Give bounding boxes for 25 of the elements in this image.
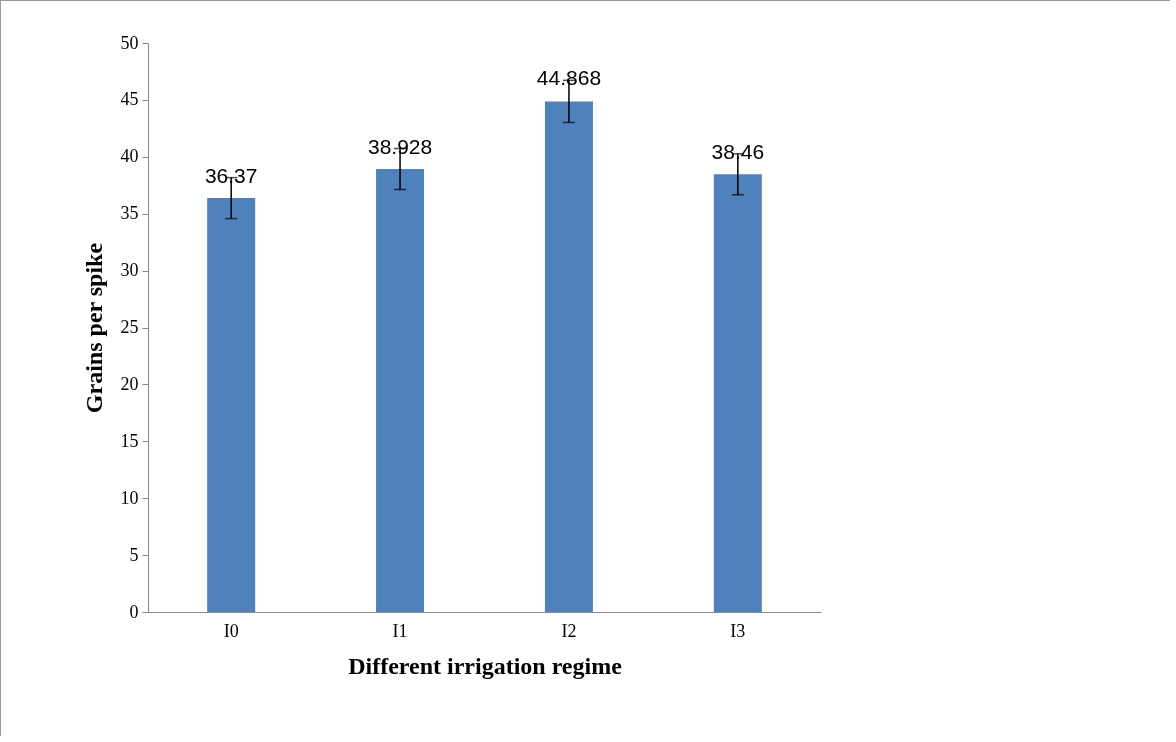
y-tick-label: 50 (120, 32, 139, 53)
y-tick-label: 10 (120, 487, 139, 508)
y-tick-label: 15 (120, 430, 139, 451)
data-label: 44.868 (536, 66, 602, 90)
data-label: 36.37 (204, 163, 258, 187)
x-tick-label: I3 (730, 620, 746, 641)
y-axis-title: Grains per spike (80, 242, 107, 414)
y-tick-label: 5 (129, 544, 139, 565)
x-tick-label: I1 (392, 620, 408, 641)
y-tick-label: 20 (120, 373, 139, 394)
y-tick-label: 25 (120, 317, 139, 337)
y-tick-label: 45 (120, 89, 139, 110)
data-label: 38.928 (367, 134, 433, 158)
x-tick-label: I2 (561, 620, 577, 641)
data-label: 38.46 (711, 139, 765, 163)
x-axis-title: Different irrigation regime (348, 652, 623, 679)
y-tick-label: 40 (120, 146, 139, 167)
y-tick-label: 35 (120, 203, 139, 224)
x-tick-label: I0 (223, 620, 239, 641)
y-tick-label: 30 (120, 260, 139, 281)
y-tick-label: 0 (129, 601, 139, 622)
bar (207, 198, 256, 612)
bar (713, 174, 762, 612)
bar (544, 101, 593, 612)
bar (376, 169, 425, 612)
